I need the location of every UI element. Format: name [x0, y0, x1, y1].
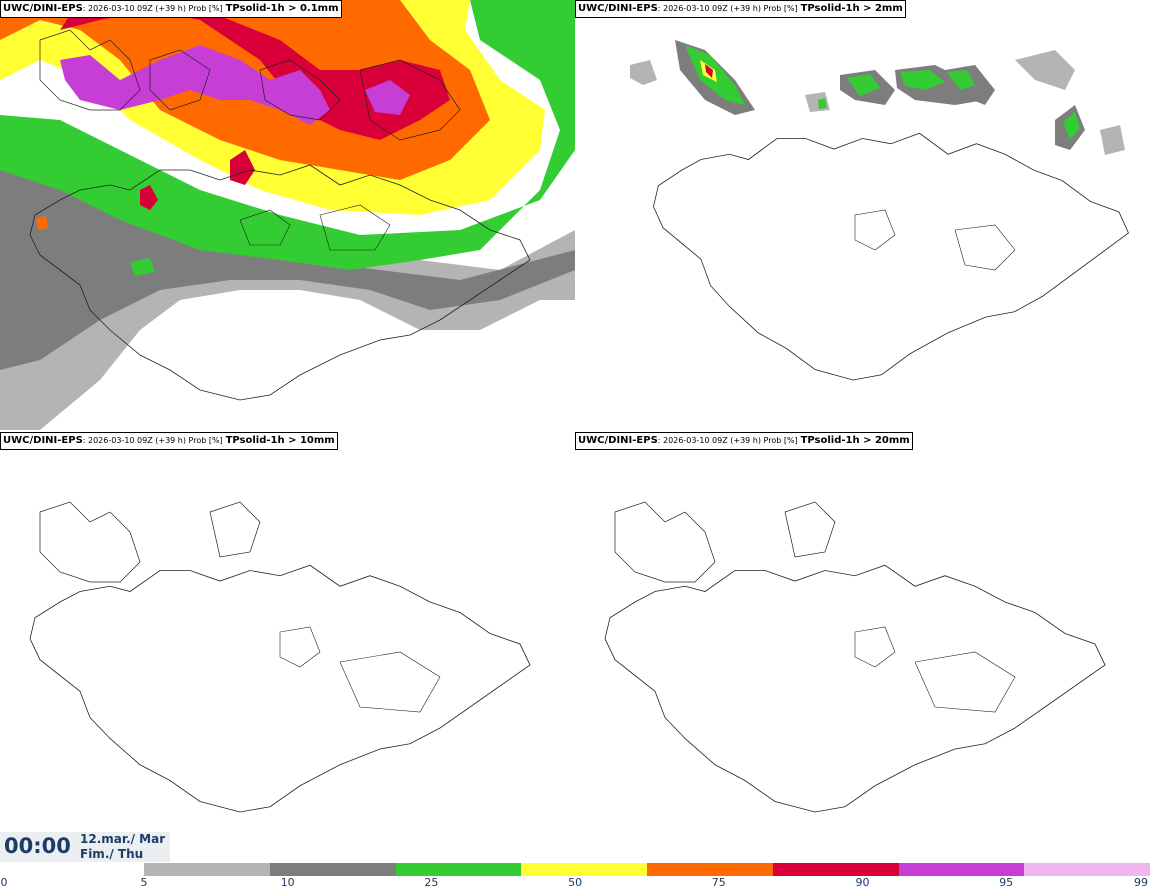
colorbar-tick-label: 90 — [855, 876, 870, 889]
panel-title: UWC/DINI-EPS: 2026-03-10 09Z (+39 h) Pro… — [0, 0, 342, 18]
colorbar-segment — [1024, 863, 1150, 876]
model-name: UWC/DINI-EPS — [3, 435, 83, 446]
model-name: UWC/DINI-EPS — [578, 435, 658, 446]
colorbar-segment — [269, 863, 396, 876]
colorbar-tick-label: 25 — [424, 876, 439, 889]
field-name: TPsolid-1h > 0.1mm — [225, 3, 339, 14]
probability-map-2mm — [630, 40, 1129, 381]
field-name: TPsolid-1h > 10mm — [225, 435, 335, 446]
colorbar-tick-label: 10 — [280, 876, 295, 889]
valid-time: 00:00 — [4, 834, 71, 858]
run-info: : 2026-03-10 09Z (+39 h) Prob [%] — [82, 436, 223, 445]
run-info: : 2026-03-10 09Z (+39 h) Prob [%] — [657, 436, 798, 445]
colorbar-segment — [395, 863, 522, 876]
map-panel-10mm: UWC/DINI-EPS: 2026-03-10 09Z (+39 h) Pro… — [0, 432, 575, 862]
map-panel-2mm: UWC/DINI-EPS: 2026-03-10 09Z (+39 h) Pro… — [575, 0, 1150, 430]
colorbar-segment — [772, 863, 899, 876]
date-line-1: 12.mar./ Mar — [80, 832, 166, 846]
colorbar-segment — [144, 863, 270, 876]
model-name: UWC/DINI-EPS — [3, 3, 83, 14]
colorbar-tick-label: 95 — [999, 876, 1014, 889]
run-info: : 2026-03-10 09Z (+39 h) Prob [%] — [657, 4, 798, 13]
run-info: : 2026-03-10 09Z (+39 h) Prob [%] — [82, 4, 223, 13]
field-name: TPsolid-1h > 20mm — [800, 435, 910, 446]
colorbar-segment — [521, 863, 647, 876]
colorbar-tick-label: 75 — [711, 876, 726, 889]
colorbar-tick-label: 5 — [140, 876, 148, 889]
colorbar-segment — [898, 863, 1025, 876]
valid-date: 12.mar./ Mar Fim./ Thu — [80, 832, 165, 862]
colorbar-tick-label: 99 — [1134, 876, 1148, 889]
model-name: UWC/DINI-EPS — [578, 3, 658, 14]
colorbar-ticks: 0 5 10 25 50 75 90 95 99 — [0, 876, 1150, 891]
panel-title: UWC/DINI-EPS: 2026-03-10 09Z (+39 h) Pro… — [0, 432, 338, 450]
colorbar — [144, 863, 1150, 876]
map-panel-0.1mm: UWC/DINI-EPS: 2026-03-10 09Z (+39 h) Pro… — [0, 0, 575, 430]
colorbar-tick-label: 0 — [0, 876, 8, 889]
colorbar-tick-label: 50 — [568, 876, 583, 889]
probability-map-0.1mm — [0, 0, 575, 430]
panel-title: UWC/DINI-EPS: 2026-03-10 09Z (+39 h) Pro… — [575, 432, 913, 450]
valid-time-box: 00:00 12.mar./ Mar Fim./ Thu — [0, 832, 170, 862]
field-name: TPsolid-1h > 2mm — [800, 3, 903, 14]
probability-map-20mm — [604, 501, 1106, 813]
map-panel-20mm: UWC/DINI-EPS: 2026-03-10 09Z (+39 h) Pro… — [575, 432, 1150, 862]
colorbar-segment — [647, 863, 773, 876]
date-line-2: Fim./ Thu — [80, 847, 144, 861]
probability-map-10mm — [29, 501, 531, 813]
panel-title: UWC/DINI-EPS: 2026-03-10 09Z (+39 h) Pro… — [575, 0, 906, 18]
